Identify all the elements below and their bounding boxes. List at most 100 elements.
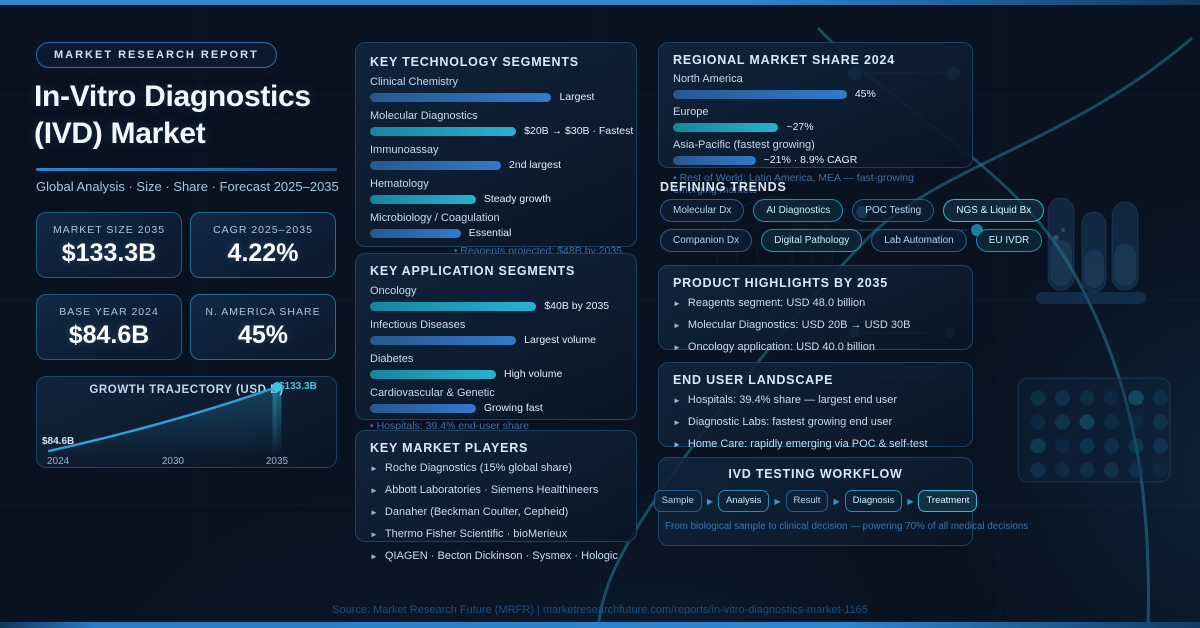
segment-bar	[370, 369, 496, 379]
segment-row: Infectious Diseases Largest volume	[370, 319, 622, 346]
end-user-item: ► Home Care: rapidly emerging via POC & s…	[673, 436, 958, 453]
segment-label: Cardiovascular & Genetic	[370, 387, 495, 399]
segment-label: Microbiology / Coagulation	[370, 212, 500, 224]
growth-line-chart: $84.6B $133.3B 2024 2030 2035	[42, 381, 317, 467]
segment-label: Infectious Diseases	[370, 319, 466, 331]
product-highlights-list: ► Reagents segment: USD 48.0 billion ► Mole…	[673, 295, 958, 356]
microplate-well	[1079, 414, 1095, 430]
highlight-text: Molecular Diagnostics: USD 20B → USD 30B	[687, 319, 911, 331]
panel-title: KEY MARKET PLAYERS	[370, 441, 529, 455]
segment-bar	[370, 194, 476, 204]
segment-bar	[370, 335, 517, 345]
workflow-caption: From biological sample to clinical decis…	[665, 521, 1029, 532]
segment-label: Diabetes	[370, 353, 414, 365]
x-tick-2024: 2024	[47, 456, 70, 467]
microplate-well	[1104, 462, 1119, 478]
segment-bar-track: $40B by 2035	[370, 300, 622, 312]
segment-bar	[673, 122, 779, 132]
triangle-bullet-icon: ►	[370, 464, 378, 473]
player-item: ► Thermo Fisher Scientific · bioMerieux	[370, 526, 622, 543]
segment-value: High volume	[504, 368, 563, 380]
stat-label: BASE YEAR 2024	[59, 306, 159, 318]
trend-chips-row-2: Companion Dx Digital Pathology Lab Automat…	[660, 229, 1043, 252]
microplate-well	[1030, 438, 1046, 454]
microplate-well	[1030, 414, 1046, 430]
segment-bar-track: 45%	[673, 88, 958, 100]
segment-bar	[370, 403, 476, 413]
microplate-well	[1153, 390, 1168, 406]
workflow-step-result: Result	[785, 490, 829, 512]
page-title: In-Vitro Diagnostics (IVD) Market	[34, 78, 364, 152]
segment-row: Diabetes High volume	[370, 353, 622, 380]
trend-chip-lab-automation: Lab Automation	[871, 229, 967, 252]
bottom-accent-bar	[0, 622, 1200, 628]
segment-value: Steady growth	[483, 193, 551, 205]
segment-bar	[370, 92, 552, 102]
highlight-item: ► Molecular Diagnostics: USD 20B → USD 30…	[673, 317, 958, 334]
segment-bar	[370, 228, 461, 238]
x-tick-2035: 2035	[266, 456, 289, 467]
segment-bar-track: $20B → $30B · Fastest	[370, 125, 633, 137]
segment-bar	[673, 89, 847, 99]
microplate-well	[1030, 462, 1046, 478]
triangle-bullet-icon: ►	[673, 299, 681, 308]
trends-section-title: DEFINING TRENDS	[660, 180, 787, 194]
start-value-label: $84.6B	[42, 436, 74, 447]
application-bars: Oncology $40B by 2035 Infectious Diseases L…	[370, 285, 622, 414]
microplate-well	[1055, 414, 1070, 430]
triangle-bullet-icon: ►	[370, 508, 378, 517]
segment-row: Clinical Chemistry Largest	[370, 76, 622, 103]
stat-value: 45%	[237, 321, 289, 349]
triangle-bullet-icon: ►	[370, 552, 378, 561]
segment-bar-track: Growing fast	[370, 402, 622, 414]
report-subtitle: Global Analysis · Size · Share · Forecas…	[36, 179, 339, 194]
segment-label: Molecular Diagnostics	[370, 110, 478, 122]
stat-value: $84.6B	[68, 321, 150, 349]
player-item: ► Roche Diagnostics (15% global share)	[370, 460, 622, 477]
arrow-right-icon: ▶	[833, 496, 840, 506]
microplate-well	[1030, 390, 1046, 406]
highlight-text: Reagents segment: USD 48.0 billion	[687, 297, 866, 309]
triangle-bullet-icon: ►	[370, 486, 378, 495]
workflow-step-analysis: Analysis	[717, 490, 770, 512]
segment-label: Oncology	[370, 285, 417, 297]
stat-card: N. AMERICA SHARE 45%	[190, 294, 336, 360]
segment-value: ~21% · 8.9% CAGR	[763, 154, 858, 166]
panel-title: KEY TECHNOLOGY SEGMENTS	[370, 55, 579, 69]
market-players-list: ► Roche Diagnostics (15% global share) ► Ab…	[370, 460, 622, 565]
trend-chip-ai-diagnostics: AI Diagnostics	[753, 199, 844, 222]
source-attribution: Source: Market Research Future (MRFR) | …	[332, 604, 868, 616]
segment-value: ~27%	[786, 121, 814, 133]
microplate-well	[1128, 438, 1144, 454]
trend-chips-row-1: Molecular Dx AI Diagnostics POC Testing NGS…	[660, 199, 1045, 222]
stat-value: 4.22%	[227, 239, 299, 267]
segment-row: Oncology $40B by 2035	[370, 285, 622, 312]
panel-title: PRODUCT HIGHLIGHTS BY 2035	[673, 276, 889, 290]
highlight-item: ► Reagents segment: USD 48.0 billion	[673, 295, 958, 312]
segment-value: 45%	[854, 88, 876, 100]
player-text: Abbott Laboratories · Siemens Healthinee…	[384, 484, 599, 496]
triangle-bullet-icon: ►	[673, 321, 681, 330]
segment-row: Asia-Pacific (fastest growing) ~21% · 8.9…	[673, 139, 958, 166]
stat-label: CAGR 2025–2035	[213, 224, 313, 236]
player-text: Danaher (Beckman Coulter, Cepheid)	[384, 506, 569, 518]
stat-value: $133.3B	[61, 239, 157, 267]
end-user-landscape-panel: END USER LANDSCAPE ► Hospitals: 39.4% sha…	[658, 362, 973, 450]
end-user-item: ► Hospitals: 39.4% share — largest end us…	[673, 392, 958, 409]
product-highlights-panel: PRODUCT HIGHLIGHTS BY 2035 ► Reagents seg…	[658, 265, 973, 353]
microplate-well	[1128, 414, 1144, 430]
player-text: Thermo Fisher Scientific · bioMerieux	[384, 528, 568, 540]
title-underline	[36, 168, 337, 171]
segment-value: $20B → $30B · Fastest	[524, 125, 634, 137]
segment-bar-track: High volume	[370, 368, 622, 380]
segment-value: $40B by 2035	[544, 300, 610, 312]
end-user-item: ► Diagnostic Labs: fastest growing end us…	[673, 414, 958, 431]
technology-bars: Clinical Chemistry Largest Molecular Diagn…	[370, 76, 633, 239]
top-accent-bar	[0, 0, 1200, 5]
area-fill	[49, 387, 277, 457]
microplate-well	[1104, 390, 1119, 406]
end-value-label: $133.3B	[279, 381, 317, 392]
segment-value: Largest	[559, 91, 595, 103]
end-user-text: Diagnostic Labs: fastest growing end use…	[687, 416, 893, 428]
